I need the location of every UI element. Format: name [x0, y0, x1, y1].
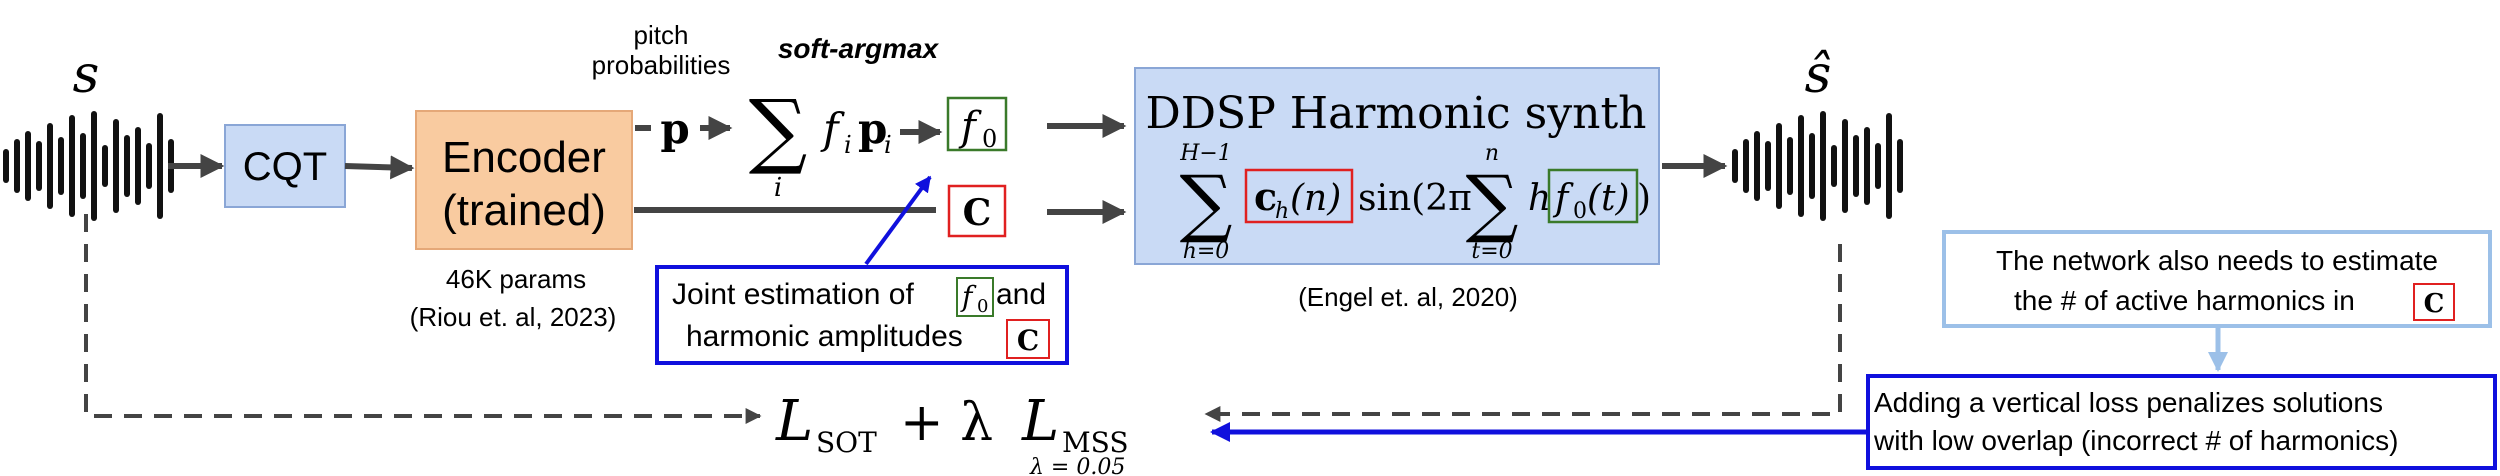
- cqt-label: CQT: [243, 145, 327, 189]
- loss-lambda-note: λ = 0.05: [1029, 455, 1125, 476]
- loss-sot-sub: SOT: [816, 426, 877, 459]
- loss-l-mss: L: [1021, 389, 1059, 454]
- c-output-box: [947, 184, 1007, 238]
- ddsp-block: [1134, 67, 1660, 265]
- soft-argmax-label: soft-argmax: [778, 33, 940, 64]
- f0-output-box: [946, 96, 1008, 152]
- output-signal-label: ŝ: [1805, 45, 1832, 105]
- loss-plus-lambda: + λ: [900, 393, 993, 453]
- ddsp-sum2-top: n: [1485, 141, 1499, 166]
- ddsp-citation: (Engel et. al, 2020): [1298, 282, 1518, 312]
- ddsp-close-paren: ): [1637, 178, 1651, 219]
- softargmax-term-p: p: [858, 104, 887, 153]
- loss-l-sot: L: [775, 389, 813, 454]
- dashed-output-to-loss: [1204, 244, 1842, 422]
- ddsp-sum1-bottom: h=0: [1183, 239, 1230, 264]
- ddsp-sum2-bottom: t=0: [1471, 239, 1512, 264]
- harmonics-note: [1942, 230, 2492, 328]
- ddsp-ch-box: [1244, 168, 1354, 224]
- softargmax-sum-index: i: [774, 173, 782, 203]
- f0-output-base: f: [958, 104, 982, 150]
- joint-note-c-box: [1006, 319, 1050, 359]
- encoder-label-line2: (trained): [442, 186, 606, 235]
- arrow-cqt-to-encoder: [344, 155, 415, 180]
- softargmax-term-p-sub: i: [884, 131, 892, 159]
- harmonics-note-c-box: [2413, 283, 2455, 321]
- harmonics-note-c: C: [2424, 289, 2445, 319]
- input-signal-label: s: [73, 45, 100, 105]
- joint-estimation-note: [655, 265, 1069, 365]
- vertical-loss-note: [1866, 374, 2497, 470]
- ddsp-title: DDSP Harmonic synth: [1146, 88, 1647, 139]
- joint-note-prefix: Joint estimation of: [672, 278, 914, 311]
- ddsp-f0t-arg: (t): [1587, 178, 1630, 219]
- joint-note-f0-box: [956, 277, 994, 317]
- dashed-input-to-loss: [84, 214, 762, 424]
- ddsp-ch: c: [1254, 174, 1277, 219]
- output-waveform: [1732, 111, 1903, 221]
- ddsp-f0t-box: [1547, 168, 1639, 224]
- vertical-loss-line1: Adding a vertical loss penalizes solutio…: [1874, 387, 2383, 418]
- ddsp-sum2-symbol: ∑: [1466, 160, 1519, 246]
- encoder-block: [415, 110, 633, 250]
- ddsp-sin: sin(2π: [1358, 178, 1472, 219]
- softargmax-sum-symbol: ∑: [749, 83, 808, 178]
- pitch-label-line1: pitch: [634, 20, 689, 50]
- softargmax-term-f: f: [820, 104, 845, 153]
- ddsp-sum1-symbol: ∑: [1180, 160, 1233, 246]
- arrow-joint-to-outputs: [864, 175, 932, 266]
- loss-mss-sub: MSS: [1062, 426, 1129, 459]
- joint-note-and: and: [996, 278, 1046, 311]
- f0-output-sub: 0: [982, 125, 997, 153]
- ddsp-sum1-top: H−1: [1179, 141, 1232, 166]
- ddsp-h-letter: h: [1528, 178, 1551, 219]
- vertical-loss-line2: with low overlap (incorrect # of harmoni…: [1873, 425, 2398, 456]
- encoder-label-line1: Encoder: [442, 133, 606, 182]
- softargmax-term-f-sub: i: [844, 131, 852, 159]
- harmonics-note-line2: the # of active harmonics in: [2014, 285, 2355, 316]
- joint-note-c: C: [1017, 324, 1039, 357]
- pitch-label-line2: probabilities: [592, 50, 731, 80]
- joint-note-f0-sub: 0: [977, 296, 988, 317]
- input-waveform: [3, 111, 174, 221]
- ddsp-ch-arg: (n): [1290, 178, 1341, 219]
- joint-note-line2: harmonic amplitudes: [686, 320, 963, 353]
- harmonics-note-line1: The network also needs to estimate: [1996, 245, 2438, 276]
- p-vector: p: [660, 104, 689, 153]
- encoder-citation: (Riou et. al, 2023): [410, 302, 617, 332]
- c-output-label: C: [963, 192, 992, 234]
- ddsp-ch-sub: h: [1275, 199, 1289, 224]
- encoder-params: 46K params: [446, 264, 586, 294]
- ddsp-f0t-sub: 0: [1573, 199, 1587, 224]
